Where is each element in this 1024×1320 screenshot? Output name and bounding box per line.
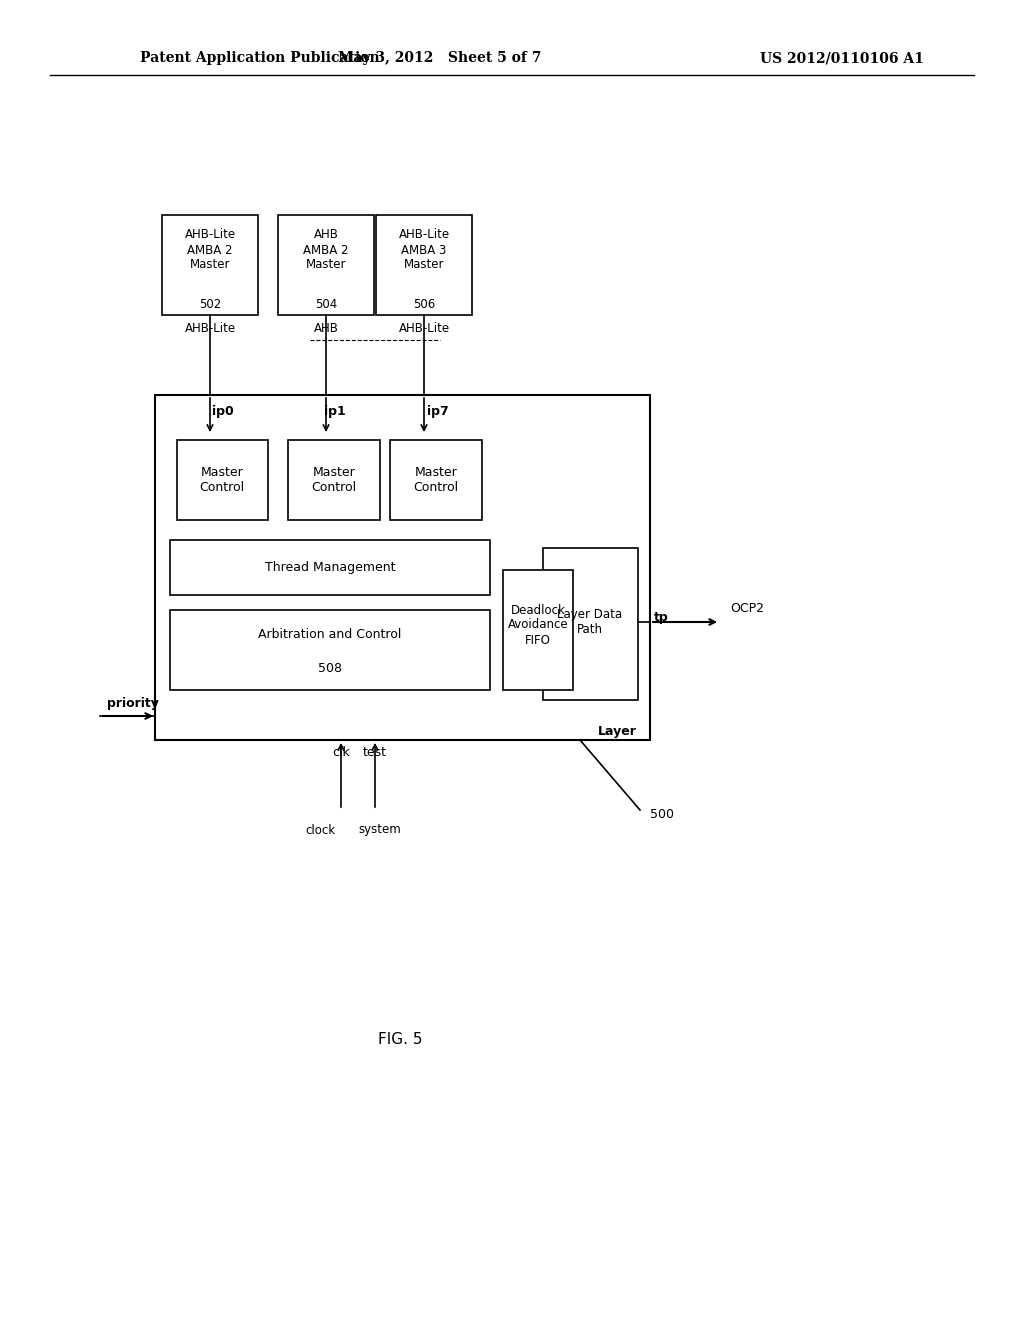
Bar xyxy=(162,215,258,315)
Bar xyxy=(288,440,380,520)
Text: Deadlock
Avoidance
FIFO: Deadlock Avoidance FIFO xyxy=(508,603,568,647)
Bar xyxy=(170,610,490,690)
Text: Master
Control: Master Control xyxy=(311,466,356,494)
Text: Master
Control: Master Control xyxy=(414,466,459,494)
Text: clock: clock xyxy=(305,824,335,837)
Text: test: test xyxy=(362,746,387,759)
Text: tp: tp xyxy=(654,611,669,624)
Text: ip7: ip7 xyxy=(427,405,449,418)
Bar xyxy=(170,540,490,595)
Bar xyxy=(503,570,573,690)
Text: ip1: ip1 xyxy=(325,405,346,418)
Text: 508: 508 xyxy=(318,661,342,675)
Text: May 3, 2012   Sheet 5 of 7: May 3, 2012 Sheet 5 of 7 xyxy=(338,51,542,65)
Text: FIG. 5: FIG. 5 xyxy=(378,1032,422,1048)
Text: Layer: Layer xyxy=(598,726,637,738)
Text: ip0: ip0 xyxy=(212,405,233,418)
Text: AHB-Lite
AMBA 3
Master: AHB-Lite AMBA 3 Master xyxy=(398,228,450,272)
Text: AHB: AHB xyxy=(313,322,339,334)
Text: AHB-Lite: AHB-Lite xyxy=(398,322,450,334)
Bar xyxy=(278,215,374,315)
Text: 506: 506 xyxy=(413,298,435,312)
Bar xyxy=(177,440,268,520)
Text: Arbitration and Control: Arbitration and Control xyxy=(258,628,401,642)
Text: AHB-Lite
AMBA 2
Master: AHB-Lite AMBA 2 Master xyxy=(184,228,236,272)
Text: system: system xyxy=(358,824,401,837)
Bar xyxy=(155,395,650,741)
Text: 502: 502 xyxy=(199,298,221,312)
Bar xyxy=(390,440,482,520)
Text: Patent Application Publication: Patent Application Publication xyxy=(140,51,380,65)
Text: 504: 504 xyxy=(314,298,337,312)
Bar xyxy=(543,548,638,700)
Text: Thread Management: Thread Management xyxy=(265,561,395,573)
Text: Master
Control: Master Control xyxy=(200,466,245,494)
Text: AHB-Lite: AHB-Lite xyxy=(184,322,236,334)
Text: priority: priority xyxy=(106,697,159,710)
Text: clk: clk xyxy=(332,746,350,759)
Text: AHB
AMBA 2
Master: AHB AMBA 2 Master xyxy=(303,228,349,272)
Bar xyxy=(376,215,472,315)
Text: OCP2: OCP2 xyxy=(730,602,764,615)
Text: 500: 500 xyxy=(650,808,674,821)
Text: US 2012/0110106 A1: US 2012/0110106 A1 xyxy=(760,51,924,65)
Text: Layer Data
Path: Layer Data Path xyxy=(557,609,623,636)
